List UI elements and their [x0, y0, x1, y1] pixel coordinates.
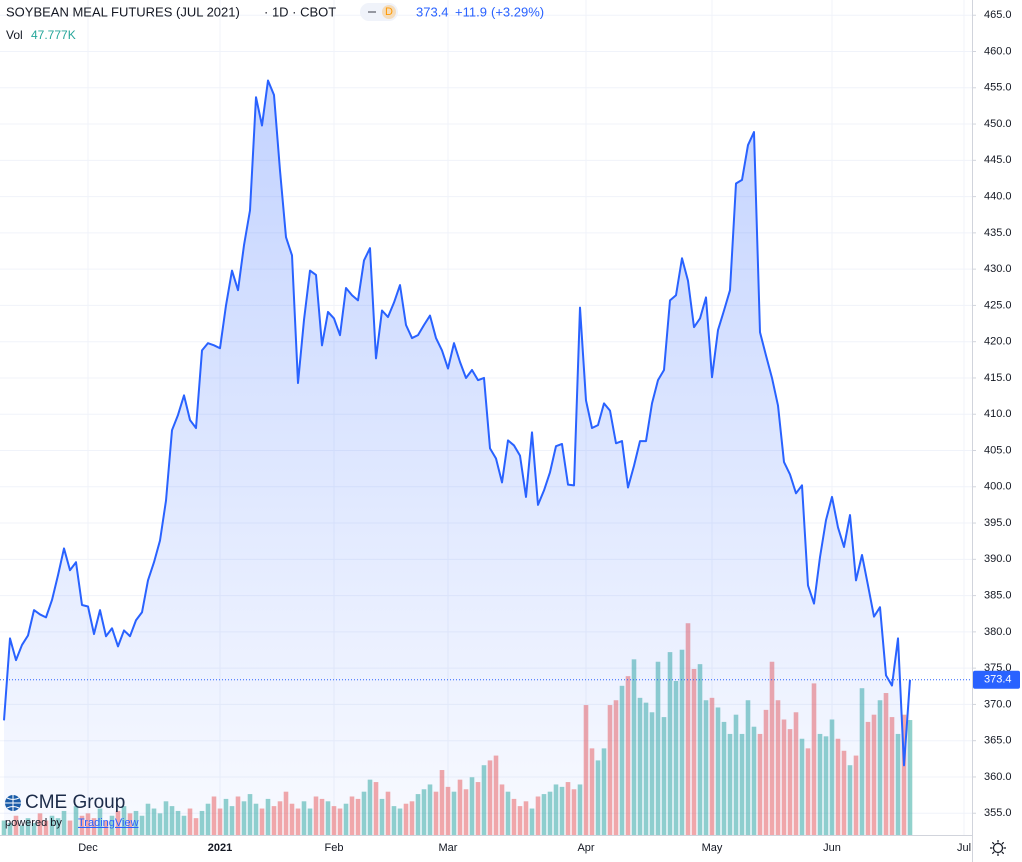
logo: CME Group powered by TradingView	[5, 792, 139, 829]
y-tick-label: 425.0	[984, 299, 1012, 311]
y-tick-label: 430.0	[984, 263, 1012, 275]
interval: · 1D · CBOT	[264, 4, 336, 19]
powered-by: powered by	[5, 817, 62, 829]
plot-area	[0, 0, 972, 835]
price-change: +11.9	[455, 4, 487, 19]
y-tick-label: 400.0	[984, 481, 1012, 493]
y-tick-label: 405.0	[984, 444, 1012, 456]
y-tick-label: 410.0	[984, 408, 1012, 420]
y-tick-label: 360.0	[984, 771, 1012, 783]
last-price: 373.4	[416, 4, 449, 19]
x-tick-label: Dec	[78, 842, 98, 854]
delay-badge: D	[385, 6, 393, 18]
x-tick-label: Feb	[325, 842, 344, 854]
y-tick-label: 450.0	[984, 118, 1012, 130]
y-tick-label: 460.0	[984, 45, 1012, 57]
y-tick-label: 415.0	[984, 372, 1012, 384]
last-price-label: 373.4	[984, 674, 1012, 686]
x-tick-label: Jul	[957, 842, 971, 854]
x-tick-label: Mar	[439, 842, 458, 854]
y-tick-label: 385.0	[984, 590, 1012, 602]
logo-brand: CME Group	[25, 792, 125, 813]
gear-teeth	[990, 840, 1006, 856]
y-tick-label: 435.0	[984, 227, 1012, 239]
price-change-pct: (+3.29%)	[491, 4, 544, 19]
y-tick-label: 390.0	[984, 553, 1012, 565]
y-tick-label: 455.0	[984, 82, 1012, 94]
y-tick-label: 445.0	[984, 154, 1012, 166]
y-tick-label: 440.0	[984, 191, 1012, 203]
y-tick-label: 365.0	[984, 735, 1012, 747]
axes: 355.0360.0365.0370.0375.0380.0385.0390.0…	[78, 9, 1020, 854]
badge-bg	[382, 5, 396, 19]
price-area	[4, 80, 910, 835]
y-tick-label: 465.0	[984, 9, 1012, 21]
y-tick-label: 370.0	[984, 698, 1012, 710]
volume-label: Vol	[6, 28, 23, 42]
status-pill[interactable]	[360, 3, 398, 21]
settings-icon[interactable]	[990, 840, 1006, 856]
price-line	[3, 79, 911, 767]
symbol-title: SOYBEAN MEAL FUTURES (JUL 2021)	[6, 4, 240, 19]
x-tick-label: Apr	[577, 842, 594, 854]
vendor-link[interactable]: TradingView	[78, 817, 139, 829]
x-tick-label: 2021	[208, 842, 232, 854]
logo-globe-lines	[5, 795, 21, 811]
volume-value: 47.777K	[31, 28, 76, 42]
x-tick-label: May	[702, 842, 723, 854]
status-dash	[368, 11, 376, 13]
y-tick-label: 395.0	[984, 517, 1012, 529]
y-tick-label: 355.0	[984, 807, 1012, 819]
legend-header: SOYBEAN MEAL FUTURES (JUL 2021) · 1D · C…	[6, 3, 544, 42]
y-tick-label: 420.0	[984, 336, 1012, 348]
x-tick-label: Jun	[823, 842, 841, 854]
gear-ring	[992, 842, 1004, 854]
last-price-badge	[973, 670, 1020, 689]
y-tick-label: 380.0	[984, 626, 1012, 638]
